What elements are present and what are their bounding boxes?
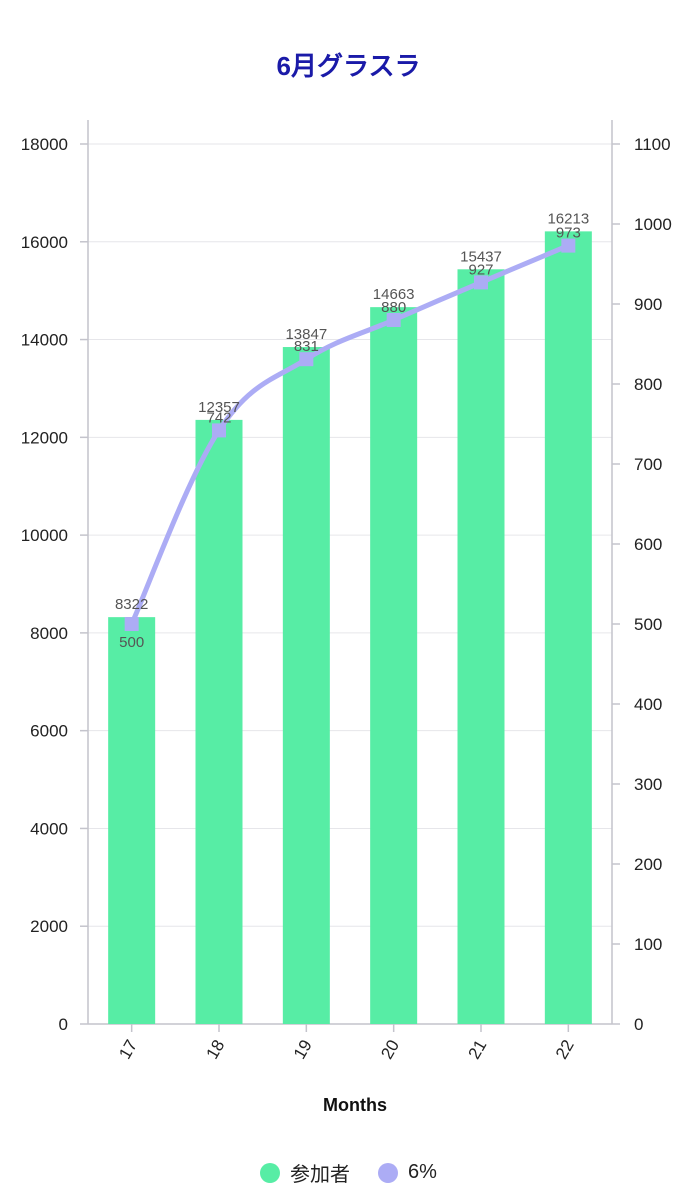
x-axis-tick-label: 21 (465, 1037, 491, 1063)
bar-data-label: 14663 (373, 286, 415, 303)
combo-chart: 0200040006000800010000120001400016000180… (21, 120, 672, 1115)
line-point (386, 313, 401, 327)
right-axis-tick-label: 1100 (634, 135, 671, 154)
line-data-label: 927 (468, 261, 493, 278)
line-data-label: 500 (119, 634, 144, 651)
right-axis-tick-label: 500 (634, 615, 662, 634)
bar-data-label: 13847 (285, 326, 327, 343)
x-axis-tick-label: 19 (290, 1037, 316, 1063)
title-text: 6月グラスラ (276, 51, 421, 81)
line-point (474, 275, 488, 290)
bar-data-label: 8322 (115, 596, 148, 613)
x-axis-tick-label: 22 (552, 1037, 578, 1063)
left-axis-tick-label: 0 (59, 1015, 68, 1034)
chart-title: 6月グラスラ (0, 46, 697, 83)
legend-item-participants[interactable]: 参加者 (260, 1158, 350, 1187)
right-axis-tick-label: 1000 (634, 215, 672, 234)
line-point (212, 423, 226, 438)
line-point (124, 617, 139, 631)
left-axis-tick-label: 4000 (30, 819, 68, 838)
bar (457, 269, 505, 1024)
right-axis-tick-label: 800 (634, 375, 662, 394)
legend-label-participants: 参加者 (290, 1164, 351, 1186)
bar-data-label: 12357 (198, 399, 240, 416)
right-axis-tick-label: 0 (634, 1015, 643, 1034)
right-axis-tick-label: 900 (634, 295, 662, 314)
x-axis-tick-label: 18 (203, 1037, 229, 1063)
right-axis-tick-label: 400 (634, 695, 662, 714)
bar (544, 231, 592, 1024)
right-axis-tick-label: 600 (634, 535, 662, 554)
line-data-label: 880 (381, 299, 406, 316)
line-point (561, 238, 576, 253)
bar (370, 307, 418, 1024)
left-axis-tick-label: 10000 (21, 526, 68, 545)
x-axis-tick-label: 20 (377, 1037, 403, 1063)
right-axis-tick-label: 200 (634, 855, 662, 874)
line-data-label: 973 (556, 225, 581, 242)
left-axis-tick-label: 16000 (21, 233, 68, 252)
line-data-label: 831 (294, 338, 319, 355)
bar (195, 419, 243, 1024)
x-axis-title: Months (323, 1095, 387, 1115)
left-axis-tick-label: 8000 (30, 624, 68, 643)
bar-data-label: 15437 (460, 248, 502, 265)
legend-swatch-participants (260, 1162, 281, 1183)
bar-data-label: 16213 (547, 210, 589, 227)
right-axis-tick-label: 700 (634, 455, 662, 474)
right-axis-tick-label: 100 (634, 935, 662, 954)
legend: 参加者 6% (0, 1158, 697, 1187)
left-axis-tick-label: 12000 (21, 428, 68, 447)
bar (108, 617, 156, 1024)
line-data-label: 742 (206, 409, 231, 426)
left-axis-tick-label: 6000 (30, 722, 68, 741)
legend-item-6pct[interactable]: 6% (378, 1161, 437, 1184)
right-axis-tick-label: 300 (634, 775, 662, 794)
left-axis-tick-label: 2000 (30, 917, 68, 936)
left-axis-tick-label: 18000 (21, 135, 68, 154)
x-axis-tick-label: 17 (115, 1037, 141, 1063)
legend-swatch-6pct (378, 1162, 399, 1183)
legend-label-6pct: 6% (408, 1161, 437, 1183)
bar (282, 347, 330, 1025)
left-axis-tick-label: 14000 (21, 331, 68, 350)
line-point (299, 352, 314, 367)
